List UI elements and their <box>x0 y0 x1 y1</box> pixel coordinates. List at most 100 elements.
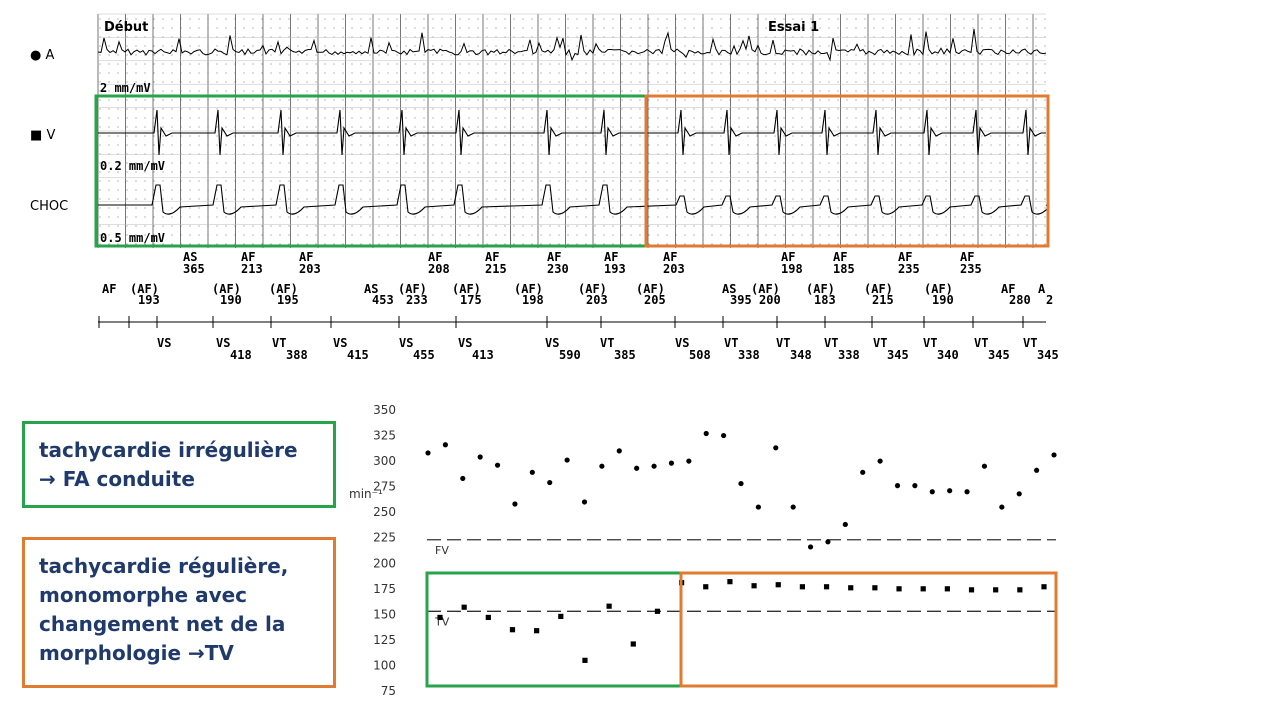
ventricular-rate-point <box>920 586 926 592</box>
marker-row2-code: (AF) <box>578 282 607 296</box>
marker-ventricular-value: 508 <box>689 348 711 362</box>
ventricular-rate-point <box>993 587 999 593</box>
ventricular-rate-point <box>582 657 588 663</box>
marker-atrial-value: 215 <box>485 262 507 276</box>
ventricular-rate-point <box>944 586 950 592</box>
atrial-rate-point <box>929 489 935 495</box>
ventricular-rate-point <box>509 627 516 633</box>
marker-ventricular-code: VS <box>458 336 472 350</box>
marker-row2-code: (AF) <box>924 282 953 296</box>
atrial-rate-point <box>825 539 831 545</box>
marker-atrial-value: 203 <box>663 262 685 276</box>
ventricular-rate-point <box>630 641 636 647</box>
plot-ytick: 275 <box>373 480 396 494</box>
ventricular-rate-point <box>534 628 540 634</box>
marker-atrial-value: 185 <box>833 262 855 276</box>
ventricular-rate-point <box>848 585 854 591</box>
atrial-rate-point <box>964 489 970 495</box>
atrial-rate-point <box>651 463 657 469</box>
marker-atrial-value: 193 <box>604 262 626 276</box>
marker-row2-value: 190 <box>932 293 954 307</box>
fv-label: FV <box>435 544 449 557</box>
marker-row2-value: 183 <box>814 293 836 307</box>
atrial-rate-point <box>512 501 518 507</box>
marker-row2-code: (AF) <box>864 282 893 296</box>
gain-choc: 0.5 mm/mV <box>100 231 165 245</box>
marker-ventricular-value: 385 <box>614 348 636 362</box>
marker-ventricular-value: 345 <box>1037 348 1059 362</box>
marker-atrial-value: 203 <box>299 262 321 276</box>
plot-ytick: 200 <box>373 556 396 570</box>
marker-atrial-code: AF <box>833 250 847 264</box>
marker-ventricular-code: VT <box>923 336 937 350</box>
ventricular-rate-point <box>437 614 443 621</box>
channel-a-label: ● A <box>30 48 54 63</box>
channel-v-label: ■ V <box>30 128 55 143</box>
marker-ventricular-code: VS <box>157 336 171 350</box>
plot-ytick: 175 <box>373 582 396 596</box>
channel-choc-name: CHOC <box>30 199 69 214</box>
ventricular-rate-point <box>485 614 491 621</box>
marker-atrial-code: AF <box>604 250 618 264</box>
gain-v: 0.2 mm/mV <box>100 159 165 173</box>
atrial-rate-point <box>755 504 761 510</box>
marker-row2-code: (AF) <box>636 282 665 296</box>
marker-ventricular-value: 340 <box>937 348 959 362</box>
marker-ventricular-value: 338 <box>738 348 760 362</box>
marker-ventricular-value: 345 <box>887 348 909 362</box>
marker-ventricular-code: VS <box>545 336 559 350</box>
marker-row2-code: (AF) <box>212 282 241 296</box>
atrial-rate-point <box>616 448 622 454</box>
atrial-rate-point <box>773 445 779 451</box>
annotation-tv: tachycardie régulière, monomorphe avec c… <box>22 537 336 688</box>
atrial-rate-point <box>790 504 796 510</box>
atrial-rate-point <box>599 463 605 469</box>
marker-ventricular-value: 413 <box>472 348 494 362</box>
ventricular-rate-point <box>1041 584 1047 590</box>
marker-row2-code: AS <box>364 282 378 296</box>
plot-ytick: 300 <box>373 454 396 468</box>
label-essai: Essai 1 <box>768 20 819 35</box>
atrial-rate-point <box>999 504 1005 510</box>
tv-label: TV <box>434 615 450 628</box>
ventricular-rate-point <box>823 584 830 590</box>
atrial-rate-point <box>1016 491 1022 497</box>
strip-orange-box <box>644 94 1050 248</box>
ventricular-rate-point <box>679 580 685 586</box>
marker-ventricular-code: VT <box>824 336 838 350</box>
marker-atrial-code: AF <box>663 250 677 264</box>
marker-atrial-value: 213 <box>241 262 263 276</box>
marker-ventricular-value: 418 <box>230 348 252 362</box>
ventricular-rate-point <box>968 587 975 593</box>
ventricular-rate-point <box>751 583 757 589</box>
ventricular-rate-point <box>558 613 564 620</box>
marker-ventricular-value: 345 <box>988 348 1010 362</box>
atrial-rate-point <box>703 430 709 437</box>
gain-a: 2 mm/mV <box>100 81 151 95</box>
marker-atrial-value: 208 <box>428 262 450 276</box>
plot-ytick: 150 <box>373 607 396 621</box>
marker-row2-value: 215 <box>872 293 894 307</box>
marker-atrial-value: 365 <box>183 262 205 276</box>
ventricular-rate-point <box>727 579 733 585</box>
ventricular-rate-point <box>872 585 878 591</box>
marker-row2-code: AS <box>722 282 736 296</box>
marker-row2-code: (AF) <box>130 282 159 296</box>
marker-row2-code: (AF) <box>452 282 481 296</box>
marker-row2-code: (AF) <box>398 282 427 296</box>
marker-row2-value: 2 <box>1046 293 1053 307</box>
atrial-rate-point <box>721 432 727 439</box>
ecg-strip: Début Essai 1 2 mm/mV 0.2 mm/mV 0.5 mm/m… <box>94 13 1059 362</box>
marker-ventricular-value: 455 <box>413 348 435 362</box>
atrial-rate-point <box>581 499 588 505</box>
ecg-traces <box>97 28 1050 215</box>
marker-row2-code: (AF) <box>269 282 298 296</box>
plot-ylabel: min⁻¹ <box>349 487 383 501</box>
marker-ventricular-value: 338 <box>838 348 860 362</box>
marker-row2-value: 198 <box>522 293 544 307</box>
plot-ytick: 250 <box>373 505 396 519</box>
marker-atrial-value: 235 <box>960 262 982 276</box>
marker-row2-value: 280 <box>1009 293 1031 307</box>
label-debut: Début <box>104 20 148 35</box>
atrial-rate-point <box>425 450 431 456</box>
